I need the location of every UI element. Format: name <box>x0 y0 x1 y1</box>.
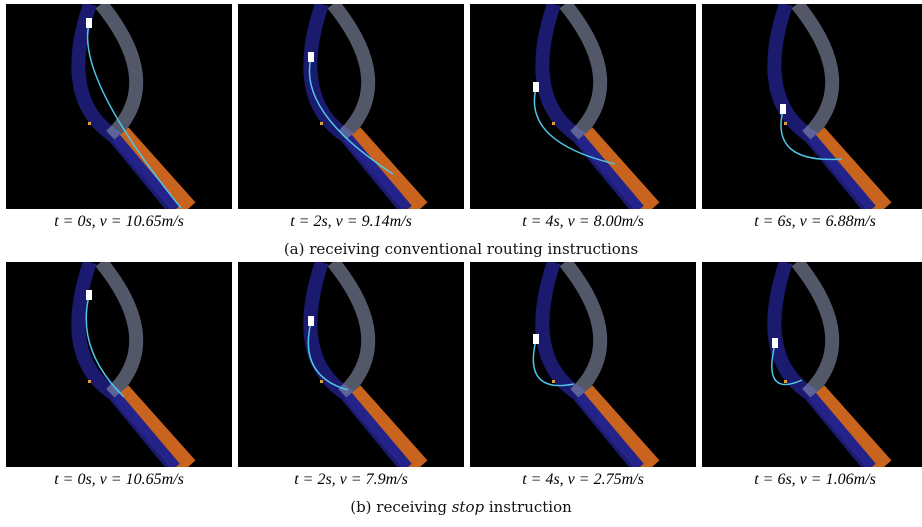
panel-label: t = 6s, v = 1.06m/s <box>701 471 922 489</box>
sim-view <box>238 4 464 209</box>
orange-strip <box>121 392 188 467</box>
sim-panel <box>6 262 232 467</box>
marker <box>552 380 555 383</box>
marker <box>784 380 787 383</box>
vehicle <box>772 338 778 348</box>
sim-panel <box>702 4 922 209</box>
panel-label: t = 2s, v = 9.14m/s <box>237 213 465 231</box>
sim-view <box>470 262 696 467</box>
road-lane <box>797 262 832 394</box>
orange-strip <box>817 392 884 467</box>
caption-prefix: (b) receiving <box>350 498 452 516</box>
sim-view <box>470 4 696 209</box>
orange-strip <box>353 392 420 467</box>
caption-text: (a) receiving conventional routing instr… <box>284 240 638 258</box>
vehicle <box>86 290 92 300</box>
orange-strip <box>817 134 884 209</box>
road-lane <box>333 262 368 394</box>
panel-label: t = 6s, v = 6.88m/s <box>701 213 922 231</box>
vehicle <box>533 334 539 344</box>
orange-strip <box>585 392 652 467</box>
orange-strip <box>585 134 652 209</box>
figure: {"rows": [ {"panels": ["t = 0s, v = 10.6… <box>0 0 922 527</box>
panel-label: t = 0s, v = 10.65m/s <box>5 471 233 489</box>
marker <box>784 122 787 125</box>
orange-strip <box>121 134 188 209</box>
vehicle <box>308 52 314 62</box>
sim-panel <box>238 4 464 209</box>
road-lane <box>565 262 600 394</box>
sim-view <box>702 262 922 467</box>
vehicle <box>780 104 786 114</box>
panel-label: t = 4s, v = 8.00m/s <box>469 213 697 231</box>
sim-panel <box>470 262 696 467</box>
panel-label: t = 0s, v = 10.65m/s <box>5 213 233 231</box>
sim-view <box>6 4 232 209</box>
marker <box>88 380 91 383</box>
caption: (a) receiving conventional routing instr… <box>0 240 922 258</box>
vehicle <box>308 316 314 326</box>
orange-strip <box>353 134 420 209</box>
sim-view <box>238 262 464 467</box>
panel-label: t = 2s, v = 7.9m/s <box>237 471 465 489</box>
sim-view <box>702 4 922 209</box>
sim-view <box>6 262 232 467</box>
road-lane <box>565 4 600 136</box>
marker <box>320 122 323 125</box>
sim-panel <box>6 4 232 209</box>
sim-panel <box>702 262 922 467</box>
road-lane <box>333 4 368 136</box>
caption-suffix: instruction <box>484 498 572 516</box>
vehicle <box>533 82 539 92</box>
sim-panel <box>238 262 464 467</box>
road-lane <box>101 262 136 394</box>
marker <box>88 122 91 125</box>
caption: (b) receiving stop instruction <box>0 498 922 516</box>
panel-label: t = 4s, v = 2.75m/s <box>469 471 697 489</box>
marker <box>320 380 323 383</box>
sim-panel <box>470 4 696 209</box>
marker <box>552 122 555 125</box>
road-lane <box>797 4 832 136</box>
road-lane <box>101 4 136 136</box>
vehicle <box>86 18 92 28</box>
caption-emphasis: stop <box>452 498 484 516</box>
